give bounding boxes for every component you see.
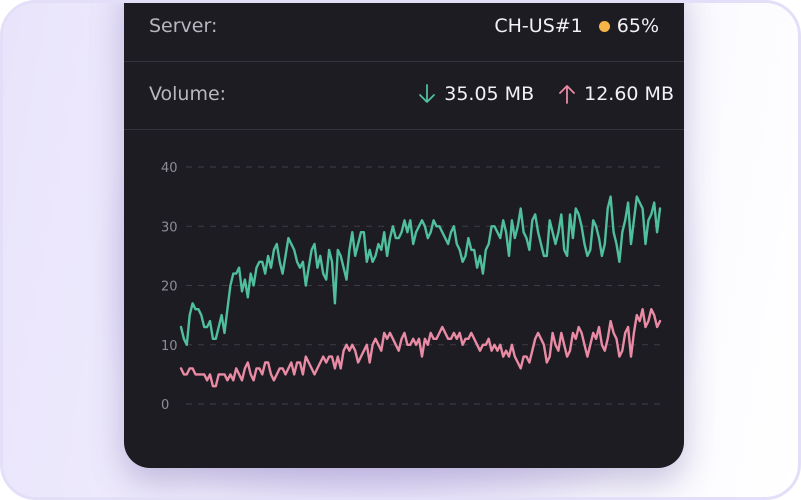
arrow-up-icon [559,85,576,104]
connection-stats-panel: Server: CH-US#1 65% Volume: 35.05 MB 12.… [124,3,684,468]
server-load-value: 65% [616,15,659,37]
y-tick-label: 0 [161,398,169,413]
divider [124,129,684,130]
volume-row: Volume: 35.05 MB 12.60 MB [124,83,684,113]
y-tick-label: 30 [161,220,178,235]
upload-series-line [179,307,662,388]
divider [124,61,684,62]
server-row: Server: CH-US#1 65% [124,15,684,45]
y-tick-label: 40 [161,161,178,176]
download-series-line [179,195,662,347]
server-name: CH-US#1 [494,15,583,37]
server-load-indicator-icon [598,20,610,32]
upload-volume: 12.60 MB [584,83,674,105]
volume-label: Volume: [149,83,227,105]
traffic-chart: 0 10 20 30 40 [161,161,662,413]
download-volume: 35.05 MB [444,83,535,105]
server-label: Server: [149,15,218,37]
volume-info: 35.05 MB 12.60 MB [418,83,674,105]
server-info: CH-US#1 65% [494,15,659,37]
y-tick-label: 10 [161,339,178,354]
y-tick-label: 20 [161,280,178,295]
arrow-down-icon [419,84,436,103]
